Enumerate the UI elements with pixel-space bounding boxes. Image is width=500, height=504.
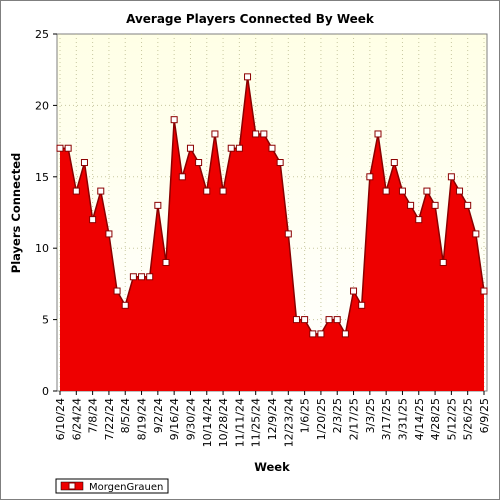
data-point [382, 187, 390, 195]
data-point [235, 144, 243, 152]
data-point [203, 187, 211, 195]
data-point [439, 258, 447, 266]
data-point [407, 201, 415, 209]
x-tick-label: 5/26/25 [462, 398, 475, 440]
x-tick-label: 10/14/24 [201, 398, 214, 447]
y-tick-label: 5 [42, 314, 49, 327]
data-point [244, 73, 252, 81]
x-tick-label: 12/23/24 [282, 398, 295, 447]
data-point [276, 159, 284, 167]
data-point [89, 216, 97, 224]
data-point [325, 316, 333, 324]
data-point [260, 130, 268, 138]
y-tick-label: 20 [35, 99, 49, 112]
data-point [121, 301, 129, 309]
data-point [64, 144, 72, 152]
x-tick-label: 9/30/24 [184, 398, 197, 440]
y-tick-label: 25 [35, 28, 49, 41]
x-tick-label: 8/19/24 [136, 398, 149, 440]
series-layer [56, 73, 488, 391]
data-point [292, 316, 300, 324]
y-tick-label: 15 [35, 171, 49, 184]
data-point [431, 201, 439, 209]
x-tick-label: 1/6/25 [299, 398, 312, 433]
y-tick-label: 0 [42, 385, 49, 398]
data-point [333, 316, 341, 324]
data-point [97, 187, 105, 195]
legend-label: MorgenGrauen [89, 482, 163, 493]
x-tick-label: 9/16/24 [168, 398, 181, 440]
x-tick-label: 6/24/24 [70, 398, 83, 440]
x-tick-label: 4/14/25 [413, 398, 426, 440]
data-point [195, 159, 203, 167]
data-point [219, 187, 227, 195]
legend: MorgenGrauen [55, 478, 169, 494]
data-point [154, 201, 162, 209]
data-point [358, 301, 366, 309]
data-point [398, 187, 406, 195]
data-point [480, 287, 488, 295]
x-tick-label: 1/20/25 [315, 398, 328, 440]
series-area [60, 76, 484, 391]
x-axis-ticks: 6/10/24 6/24/24 7/8/24 7/22/24 8/5/24 8/19/24… [54, 391, 491, 447]
data-point [341, 330, 349, 338]
data-point [472, 230, 480, 238]
y-tick-label: 10 [35, 242, 49, 255]
data-point [374, 130, 382, 138]
y-axis-ticks: 0 5 10 15 20 25 [35, 28, 57, 398]
x-tick-label: 3/31/25 [396, 398, 409, 440]
data-point [113, 287, 121, 295]
data-point [268, 144, 276, 152]
x-tick-label: 9/2/24 [152, 398, 165, 433]
x-tick-label: 2/3/25 [331, 398, 344, 433]
data-point [162, 258, 170, 266]
data-point [309, 330, 317, 338]
x-tick-label: 3/3/25 [364, 398, 377, 433]
x-tick-label: 11/11/24 [233, 398, 246, 447]
legend-marker [68, 482, 76, 490]
data-point [284, 230, 292, 238]
data-point [390, 159, 398, 167]
data-point [186, 144, 194, 152]
data-point [366, 173, 374, 181]
data-point [178, 173, 186, 181]
data-point [56, 144, 64, 152]
data-point [447, 173, 455, 181]
x-tick-label: 10/28/24 [217, 398, 230, 447]
data-point [105, 230, 113, 238]
chart-title: Average Players Connected By Week [126, 12, 375, 26]
data-point [423, 187, 431, 195]
x-tick-label: 12/9/24 [266, 398, 279, 440]
x-tick-label: 3/17/25 [380, 398, 393, 440]
x-tick-label: 6/9/25 [478, 398, 491, 433]
data-point [415, 216, 423, 224]
x-tick-label: 11/25/24 [250, 398, 263, 447]
data-point [170, 116, 178, 124]
x-tick-label: 6/10/24 [54, 398, 67, 440]
data-point [252, 130, 260, 138]
data-point [129, 273, 137, 281]
legend-box [55, 478, 169, 494]
data-point [211, 130, 219, 138]
data-point [138, 273, 146, 281]
x-axis-title: Week [254, 460, 290, 474]
data-point [317, 330, 325, 338]
data-point [146, 273, 154, 281]
x-tick-label: 8/5/24 [119, 398, 132, 433]
x-tick-label: 7/22/24 [103, 398, 116, 440]
data-point [301, 316, 309, 324]
x-tick-label: 7/8/24 [87, 398, 100, 433]
x-tick-label: 5/12/25 [445, 398, 458, 440]
data-point [72, 187, 80, 195]
data-point [350, 287, 358, 295]
data-point [227, 144, 235, 152]
data-point [456, 187, 464, 195]
x-tick-label: 2/17/25 [348, 398, 361, 440]
data-point [464, 201, 472, 209]
y-axis-title: Players Connected [9, 153, 23, 273]
x-tick-label: 4/28/25 [429, 398, 442, 440]
data-point [80, 159, 88, 167]
